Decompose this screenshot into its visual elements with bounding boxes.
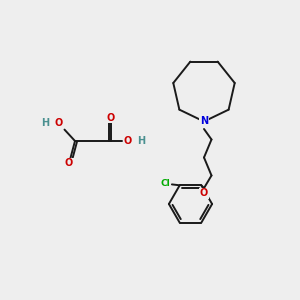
Text: H: H — [137, 136, 145, 146]
Text: N: N — [200, 116, 208, 127]
Text: O: O — [54, 118, 63, 128]
Text: O: O — [200, 188, 208, 199]
Text: H: H — [41, 118, 49, 128]
Text: O: O — [65, 158, 73, 169]
Text: O: O — [123, 136, 132, 146]
Text: Cl: Cl — [160, 179, 170, 188]
Text: O: O — [107, 112, 115, 123]
